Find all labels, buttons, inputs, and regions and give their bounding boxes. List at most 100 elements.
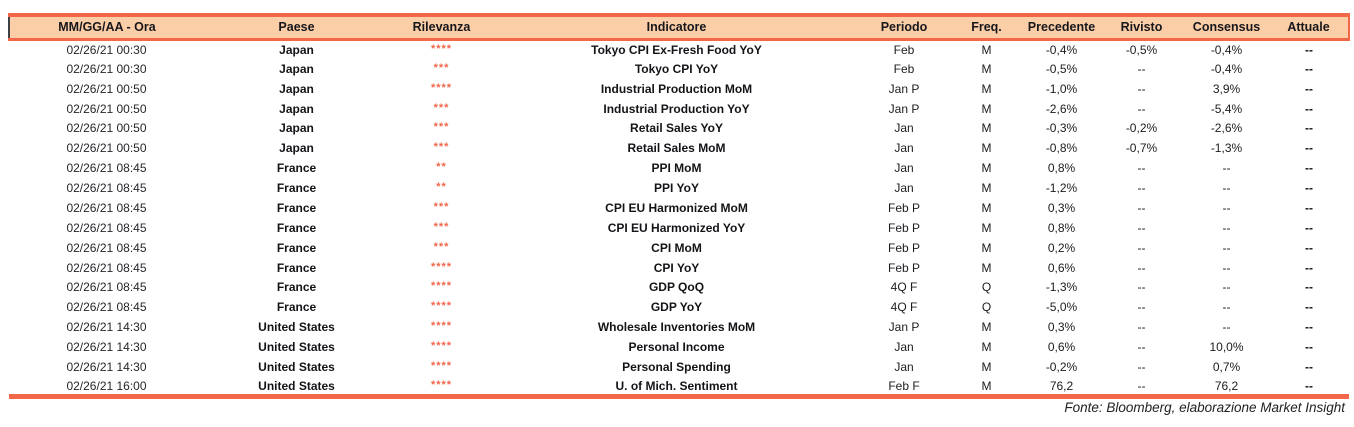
cell-relevance: **** [389,357,494,377]
cell-previous: 0,6% [1047,260,1076,275]
cell-relevance: **** [389,376,494,400]
cell-revised: -0,5% [1125,42,1158,57]
cell-relevance: *** [389,59,494,79]
relevance-stars: **** [430,300,453,313]
cell-indicator: CPI MoM [651,240,702,255]
cell-period: Jan P [888,320,920,335]
cell-period: Feb P [887,200,920,215]
cell-indicator: PPI YoY [654,181,699,196]
cell-indicator: Retail Sales YoY [630,121,723,136]
cell-actual: -- [1305,42,1313,57]
cell-time: 02/26/21 00:50 [66,141,147,156]
cell-time: 02/26/21 08:45 [66,300,147,315]
cell-relevance: *** [389,198,494,218]
relevance-stars: *** [433,240,450,253]
cell-time: 02/26/21 08:45 [66,280,147,295]
relevance-stars: **** [430,378,453,391]
relevance-stars: **** [430,280,453,293]
table-row: 02/26/21 08:45 France *** CPI MoM Feb P M 0,2%… [9,238,1349,258]
cell-previous: -0,5% [1045,61,1078,76]
cell-country: France [276,260,317,275]
cell-revised: -- [1137,240,1146,255]
source-note: Fonte: Bloomberg, elaborazione Market In… [1064,400,1345,416]
cell-country: France [276,200,317,215]
cell-previous: -0,3% [1045,121,1078,136]
cell-country: France [276,300,317,315]
cell-country: United States [258,320,335,335]
cell-indicator: Industrial Production YoY [603,101,750,116]
column-header-relevance: Rilevanza [389,13,494,41]
cell-country: France [276,220,317,235]
table-row: 02/26/21 14:30 United States **** Wholesale… [9,317,1349,337]
cell-previous: -1,2% [1045,181,1078,196]
relevance-stars: **** [430,81,453,94]
cell-freq: M [981,121,992,136]
cell-indicator: GDP YoY [650,300,703,315]
table-row: 02/26/21 08:45 France *** CPI EU Harmonized… [9,198,1349,218]
cell-actual: -- [1305,220,1313,235]
cell-previous: 0,3% [1047,320,1076,335]
cell-revised: -0,2% [1125,121,1158,136]
cell-country: France [276,161,317,176]
cell-country: United States [258,359,335,374]
cell-revised: -- [1137,359,1146,374]
cell-period: 4Q F [890,300,918,315]
cell-consensus: -2,6% [1210,121,1243,136]
cell-actual: -- [1305,181,1313,196]
table-row: 02/26/21 08:45 France *** CPI EU Harmonized… [9,218,1349,238]
relevance-stars: ** [436,181,447,194]
cell-revised: -- [1137,61,1146,76]
column-header-actual: Attuale [1269,13,1350,41]
cell-period: Jan [894,340,914,355]
cell-relevance: ** [389,158,494,178]
cell-relevance: *** [389,238,494,258]
cell-indicator: Tokyo CPI YoY [634,61,719,76]
cell-actual: -- [1305,141,1313,156]
cell-revised: -- [1137,220,1146,235]
cell-freq: M [981,161,992,176]
cell-consensus: -- [1222,280,1231,295]
cell-period: Jan [894,161,914,176]
relevance-stars: ** [436,161,447,174]
column-header-country: Paese [204,13,389,41]
cell-indicator: GDP QoQ [648,280,705,295]
table-row: 02/26/21 00:50 Japan **** Industrial Produc… [9,79,1349,99]
cell-indicator: CPI EU Harmonized YoY [607,220,746,235]
cell-time: 02/26/21 08:45 [66,240,147,255]
cell-freq: M [981,141,992,156]
cell-country: France [276,181,317,196]
cell-actual: -- [1269,376,1349,400]
economic-calendar-table: MM/GG/AA - Ora Paese Rilevanza Indicatore Pe… [8,13,1350,400]
cell-period: Feb [893,61,915,76]
cell-actual: -- [1305,61,1313,76]
relevance-stars: **** [430,359,453,372]
cell-actual: -- [1305,300,1313,315]
cell-time: 02/26/21 00:30 [66,61,147,76]
cell-actual: -- [1305,101,1313,116]
cell-relevance: **** [389,337,494,357]
cell-previous: 0,6% [1047,340,1076,355]
cell-period: Jan P [888,81,920,96]
cell-freq: Q [981,280,992,295]
cell-actual: -- [1305,280,1313,295]
cell-period: Feb F [859,376,949,400]
economic-calendar-page: MM/GG/AA - Ora Paese Rilevanza Indicatore Pe… [8,13,1350,416]
cell-relevance: *** [389,99,494,119]
cell-actual: -- [1305,161,1313,176]
cell-consensus: -- [1222,300,1231,315]
cell-previous: -1,0% [1045,81,1078,96]
cell-revised: -- [1137,260,1146,275]
cell-freq: M [981,81,992,96]
cell-revised: -- [1137,181,1146,196]
cell-consensus: -0,4% [1210,61,1243,76]
cell-previous: -0,2% [1045,359,1078,374]
cell-revised: -- [1137,101,1146,116]
cell-revised: -0,7% [1125,141,1158,156]
cell-period: Jan [894,141,914,156]
cell-freq: M [981,61,992,76]
cell-relevance: *** [389,119,494,139]
cell-relevance: **** [389,317,494,337]
cell-country: France [276,280,317,295]
cell-country: Japan [279,121,314,136]
cell-time: 02/26/21 00:50 [66,101,147,116]
